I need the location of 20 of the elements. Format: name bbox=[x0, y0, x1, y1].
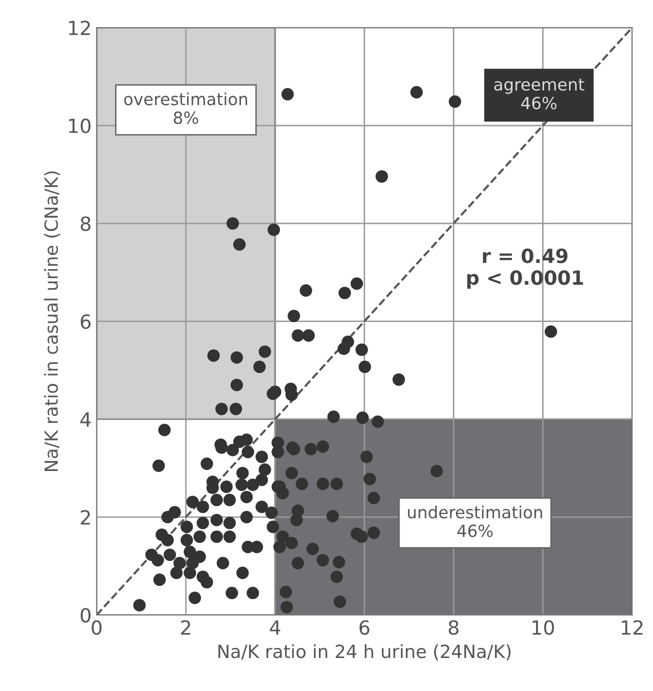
x-tick-label: 0 bbox=[92, 620, 102, 635]
y-tick-label: 2 bbox=[80, 510, 90, 524]
annotation: r = 0.49 p < 0.0001 bbox=[467, 248, 584, 289]
x-tick-label: 10 bbox=[532, 620, 554, 635]
band-label: overestimation 8% bbox=[124, 92, 248, 124]
x-tick-label: 8 bbox=[448, 620, 458, 635]
x-tick-label: 2 bbox=[181, 620, 190, 635]
y-tick-label: 6 bbox=[80, 314, 91, 329]
x-tick-label: 4 bbox=[270, 620, 280, 635]
band-label: underestimation 46% bbox=[408, 506, 542, 538]
x-tick-label: 12 bbox=[622, 620, 643, 635]
y-axis-title: Na/K ratio in casual urine (CNa/K) bbox=[44, 171, 60, 471]
x-tick-label: 6 bbox=[360, 620, 370, 635]
y-tick-label: 4 bbox=[80, 412, 91, 427]
y-tick-label: 12 bbox=[69, 20, 90, 36]
y-tick-label: 8 bbox=[80, 216, 90, 232]
y-tick-label: 10 bbox=[69, 118, 90, 134]
annotation: agreement 46% bbox=[494, 78, 584, 110]
x-axis-title: Na/K ratio in 24 h urine (24Na/K) bbox=[218, 644, 511, 660]
y-tick-label: 0 bbox=[80, 608, 90, 623]
